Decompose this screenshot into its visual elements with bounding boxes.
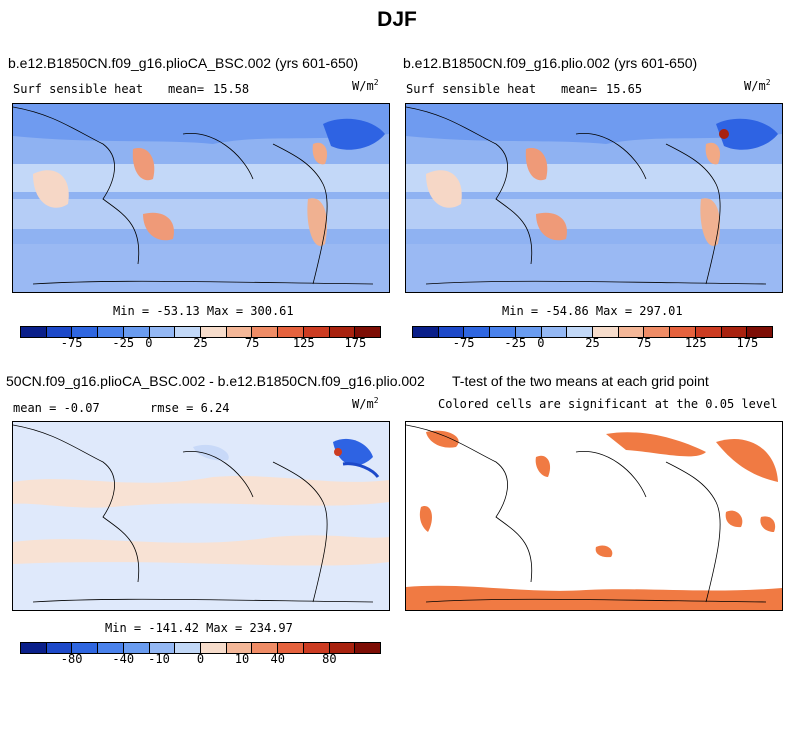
colorbar-swatch bbox=[46, 327, 73, 337]
colorbar-swatch bbox=[721, 327, 748, 337]
panel2-mean-label: mean= bbox=[561, 82, 598, 96]
panel2-case-title: b.e12.B1850CN.f09_g16.plio.002 (yrs 601-… bbox=[403, 55, 698, 71]
colorbar-swatch bbox=[490, 327, 516, 337]
colorbar-swatch bbox=[226, 327, 253, 337]
panel3-mean: mean = -0.07 bbox=[13, 401, 100, 415]
colorbar-swatch bbox=[329, 327, 356, 337]
colorbar-swatch bbox=[46, 643, 73, 653]
colorbar-swatch bbox=[175, 643, 202, 653]
panel4-subtitle: Colored cells are significant at the 0.0… bbox=[438, 397, 778, 411]
colorbar-swatch bbox=[226, 643, 253, 653]
panel1-map bbox=[12, 103, 390, 293]
colorbar-swatch bbox=[201, 643, 227, 653]
colorbar-swatch bbox=[21, 643, 47, 653]
colorbar-swatch bbox=[98, 643, 124, 653]
colorbar-swatch bbox=[618, 327, 645, 337]
colorbar-swatch bbox=[149, 327, 176, 337]
colorbar-swatch bbox=[695, 327, 722, 337]
colorbar-swatch bbox=[303, 327, 330, 337]
colorbar-swatch bbox=[278, 327, 304, 337]
colorbar-swatch bbox=[670, 327, 696, 337]
colorbar-swatch bbox=[438, 327, 465, 337]
colorbar-swatch bbox=[72, 327, 99, 337]
panel1-tick: 75 bbox=[244, 336, 260, 350]
colorbar-swatch bbox=[515, 327, 542, 337]
panel1-colorbar-ticks: -75 -25 0 25 75 125 175 bbox=[20, 336, 381, 350]
panel2-tick: 75 bbox=[636, 336, 652, 350]
panel2-tick: 25 bbox=[585, 336, 600, 350]
colorbar-swatch bbox=[278, 643, 304, 653]
colorbar-swatch bbox=[644, 327, 671, 337]
panel2-tick: -75 bbox=[452, 336, 475, 350]
panel3-tick: 40 bbox=[270, 652, 285, 666]
colorbar-swatch bbox=[329, 643, 356, 653]
colorbar-swatch bbox=[593, 327, 619, 337]
colorbar-swatch bbox=[567, 327, 594, 337]
colorbar-swatch bbox=[355, 327, 381, 337]
panel1-case-title: b.e12.B1850CN.f09_g16.plioCA_BSC.002 (yr… bbox=[8, 55, 359, 71]
panel1-variable-label: Surf sensible heat bbox=[13, 82, 144, 96]
panel3-colorbar-ticks: -80 -40 -10 0 10 40 80 bbox=[20, 652, 381, 666]
panel1-tick: 25 bbox=[193, 336, 208, 350]
panel2-tick: 125 bbox=[684, 336, 707, 350]
panel1-mean-label: mean= bbox=[168, 82, 205, 96]
panel2-colorbar-ticks: -75 -25 0 25 75 125 175 bbox=[412, 336, 773, 350]
panel3-tick: 80 bbox=[322, 652, 337, 666]
colorbar-swatch bbox=[123, 327, 150, 337]
panel1-tick: -75 bbox=[60, 336, 83, 350]
panel2-minmax: Min = -54.86 Max = 297.01 bbox=[502, 304, 683, 318]
colorbar-swatch bbox=[355, 643, 381, 653]
colorbar-swatch bbox=[303, 643, 330, 653]
panel2-units: W/m2 bbox=[744, 78, 771, 93]
panel4-title: T-test of the two means at each grid poi… bbox=[452, 373, 709, 389]
panel2-tick: 0 bbox=[537, 336, 545, 350]
panel3-tick: 0 bbox=[196, 652, 205, 666]
panel2-mean-value: 15.65 bbox=[606, 82, 643, 96]
panel1-mean-value: 15.58 bbox=[213, 82, 250, 96]
panel3-tick: -40 bbox=[112, 652, 135, 666]
panel3-tick: 10 bbox=[234, 652, 250, 666]
panel1-tick: -25 bbox=[112, 336, 135, 350]
panel1-tick: 175 bbox=[344, 336, 367, 350]
panel3-case-title: 50CN.f09_g16.plioCA_BSC.002 - b.e12.B185… bbox=[6, 373, 425, 389]
colorbar-swatch bbox=[541, 327, 568, 337]
colorbar-swatch bbox=[252, 327, 279, 337]
panel4-map bbox=[405, 421, 783, 611]
panel2-map bbox=[405, 103, 783, 293]
colorbar-swatch bbox=[175, 327, 202, 337]
panel2-variable-label: Surf sensible heat bbox=[406, 82, 537, 96]
colorbar-swatch bbox=[201, 327, 227, 337]
colorbar-swatch bbox=[123, 643, 150, 653]
colorbar-swatch bbox=[413, 327, 439, 337]
panel1-units: W/m2 bbox=[352, 78, 379, 93]
panel1-minmax: Min = -53.13 Max = 300.61 bbox=[113, 304, 294, 318]
colorbar-swatch bbox=[252, 643, 279, 653]
panel2-tick: -25 bbox=[504, 336, 527, 350]
colorbar-swatch bbox=[98, 327, 124, 337]
panel2-tick: 175 bbox=[736, 336, 759, 350]
panel3-rmse: rmse = 6.24 bbox=[150, 401, 230, 415]
panel2-colorbar bbox=[412, 326, 773, 338]
panel3-tick: -10 bbox=[148, 652, 170, 666]
colorbar-swatch bbox=[21, 327, 47, 337]
colorbar-swatch bbox=[464, 327, 491, 337]
colorbar-swatch bbox=[747, 327, 773, 337]
panel1-tick: 125 bbox=[292, 336, 315, 350]
panel3-units: W/m2 bbox=[352, 396, 379, 411]
panel1-tick: 0 bbox=[145, 336, 153, 350]
colorbar-swatch bbox=[72, 643, 99, 653]
panel1-colorbar bbox=[20, 326, 381, 338]
figure-title: DJF bbox=[377, 8, 417, 31]
panel3-tick: -80 bbox=[60, 652, 83, 666]
panel3-map bbox=[12, 421, 390, 611]
colorbar-swatch bbox=[149, 643, 176, 653]
panel3-colorbar bbox=[20, 642, 381, 654]
panel3-minmax: Min = -141.42 Max = 234.97 bbox=[105, 621, 293, 635]
